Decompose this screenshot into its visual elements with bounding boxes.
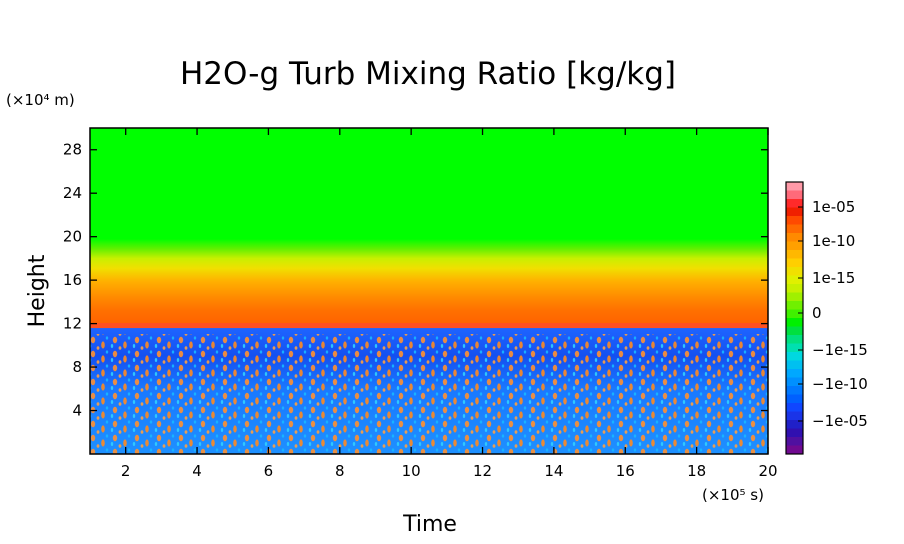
colorbar-swatch [786, 309, 803, 319]
y-axis-unit: (×10⁴ m) [6, 91, 75, 109]
colorbar-tick-label: 1e-05 [812, 198, 855, 216]
colorbar-swatch [786, 369, 803, 378]
colorbar-swatch [786, 318, 803, 327]
colorbar-swatch [786, 250, 803, 259]
y-axis-ticks: 4 8 12 16 20 24 28 [63, 141, 768, 420]
colorbar-swatch [786, 199, 803, 208]
colorbar-swatch [786, 241, 803, 251]
colorbar-swatch [786, 326, 803, 336]
colorbar-swatch [786, 182, 803, 191]
colorbar-swatch [786, 275, 803, 285]
colorbar-swatch [786, 301, 803, 310]
colorbar-tick-label: −1e-05 [812, 412, 868, 430]
plot-area [90, 128, 768, 454]
y-tick-label: 4 [72, 402, 82, 420]
colorbar-swatch [786, 343, 803, 353]
y-tick-label: 16 [63, 271, 82, 289]
x-tick-label: 6 [264, 462, 274, 480]
x-axis-ticks: 2 4 6 8 10 12 14 16 18 20 [121, 128, 778, 480]
colorbar-swatch [786, 394, 803, 404]
x-tick-label: 18 [687, 462, 706, 480]
x-axis-unit: (×10⁵ s) [702, 486, 764, 504]
colorbar-swatch [786, 360, 803, 370]
x-tick-label: 20 [758, 462, 777, 480]
tropopause-line [90, 323, 768, 328]
colorbar-swatch [786, 292, 803, 302]
colorbar-swatch [786, 386, 803, 395]
colorbar-swatch [786, 335, 803, 344]
colorbar-swatch [786, 377, 803, 387]
colorbar-swatch [786, 207, 803, 217]
colorbar-tick-label: −1e-10 [812, 375, 868, 393]
colorbar-swatch [786, 437, 803, 446]
colorbar-swatch [786, 233, 803, 242]
y-axis-label: Height [25, 254, 50, 327]
colorbar-swatch [786, 445, 803, 455]
colorbar-swatch [786, 216, 803, 225]
colorbar-frame [785, 181, 804, 455]
y-tick-label: 20 [63, 228, 82, 246]
colorbar-swatch [786, 352, 803, 361]
colorbar-swatch [786, 284, 803, 293]
x-tick-label: 14 [544, 462, 563, 480]
colorbar-swatch [786, 411, 803, 421]
colorbar-swatch [786, 258, 803, 268]
x-tick-label: 4 [192, 462, 202, 480]
x-tick-label: 2 [121, 462, 131, 480]
colorbar-swatch [786, 420, 803, 429]
x-tick-label: 8 [335, 462, 345, 480]
colorbar-tick-label: 0 [812, 304, 822, 322]
colorbar-swatch [786, 267, 803, 276]
colorbar-swatch [786, 190, 803, 200]
colorbar [785, 181, 804, 455]
x-tick-label: 10 [402, 462, 421, 480]
y-tick-label: 8 [72, 358, 82, 376]
chart-title: H2O-g Turb Mixing Ratio [kg/kg] [180, 56, 676, 92]
colorbar-tick-label: −1e-15 [812, 341, 868, 359]
colorbar-tick-label: 1e-10 [812, 232, 855, 250]
plot-frame [89, 127, 769, 455]
colorbar-swatch [786, 224, 803, 234]
y-tick-label: 12 [63, 315, 82, 333]
x-axis-label: Time [402, 512, 457, 537]
y-tick-label: 28 [63, 141, 82, 159]
colorbar-swatch [786, 428, 803, 438]
y-tick-label: 24 [63, 184, 82, 202]
colorbar-labels: 1e-05 1e-10 1e-15 0 −1e-15 −1e-10 −1e-05 [798, 198, 868, 430]
turbulent-layer-noise [90, 334, 768, 454]
colorbar-swatch [786, 403, 803, 412]
x-tick-label: 16 [616, 462, 635, 480]
colorbar-tick-label: 1e-15 [812, 269, 855, 287]
x-tick-label: 12 [473, 462, 492, 480]
